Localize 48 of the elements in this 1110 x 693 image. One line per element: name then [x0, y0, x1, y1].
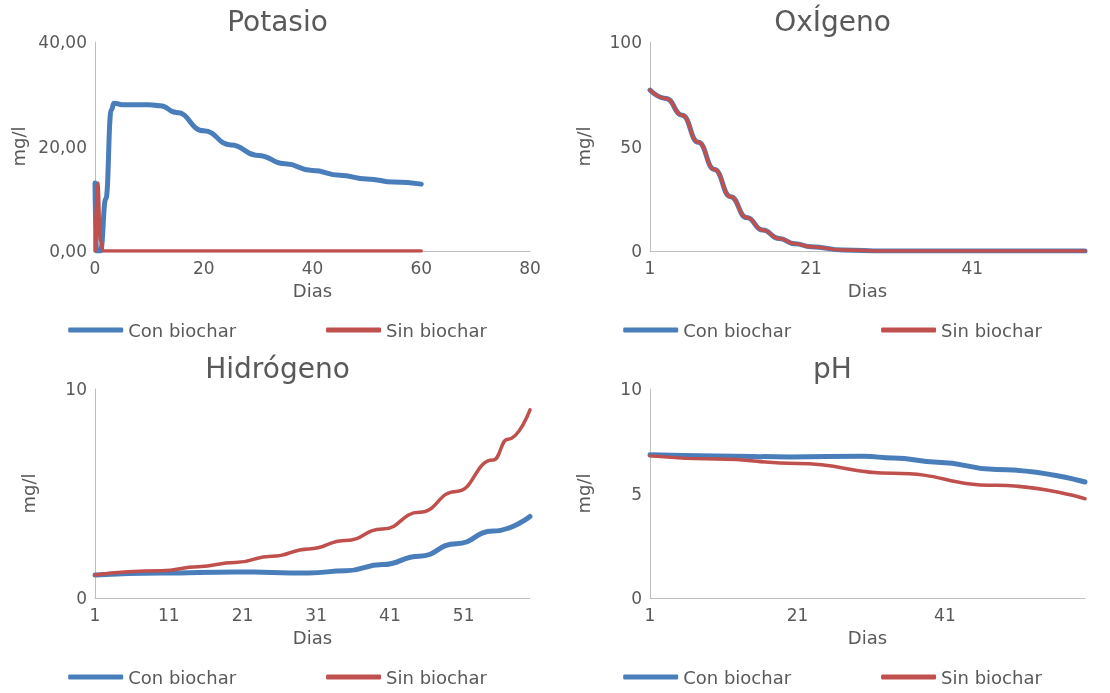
legend-label: Con biochar [128, 666, 237, 688]
x-tick-label: 60 [410, 257, 433, 278]
x-tick-label: 31 [305, 604, 328, 625]
x-tick-label: 21 [786, 604, 809, 625]
y-tick-label: 0,00 [49, 241, 87, 261]
y-tick-label: 10 [620, 379, 642, 399]
x-tick-label: 41 [961, 257, 984, 278]
legend-label: Sin biochar [386, 319, 488, 341]
x-tick-label: 41 [934, 604, 956, 625]
legend-label: Sin biochar [386, 666, 488, 688]
y-tick-label: 0 [631, 241, 642, 261]
x-tick-label: 11 [157, 604, 180, 625]
y-tick-label: 10 [65, 379, 87, 399]
x-tick-label: 21 [800, 257, 822, 278]
y-tick-label: 100 [609, 32, 642, 52]
x-axis-title: Dias [292, 279, 333, 301]
chart-title: OxÍgeno [774, 3, 891, 38]
x-axis-title: Dias [292, 626, 333, 648]
y-tick-label: 5 [631, 483, 642, 504]
legend-label: Con biochar [683, 666, 792, 688]
x-axis-title: Dias [847, 279, 888, 301]
x-tick-label: 80 [519, 257, 541, 278]
y-tick-label: 0 [76, 588, 87, 608]
x-tick-label: 1 [644, 257, 656, 278]
legend-label: Sin biochar [941, 666, 1043, 688]
x-tick-label: 41 [379, 604, 401, 625]
x-tick-label: 0 [89, 257, 101, 278]
x-tick-label: 1 [644, 604, 656, 625]
chart-title: Hidrógeno [205, 351, 350, 385]
x-tick-label: 1 [89, 604, 101, 625]
legend-label: Sin biochar [941, 319, 1043, 341]
x-tick-label: 40 [301, 257, 324, 278]
x-tick-label: 51 [452, 604, 475, 625]
y-axis-title: mg/l [572, 126, 594, 167]
y-axis-title: mg/l [7, 126, 29, 167]
y-axis-title: mg/l [17, 473, 39, 514]
x-tick-label: 20 [192, 257, 215, 278]
y-tick-label: 0 [631, 588, 642, 608]
y-tick-label: 50 [620, 136, 642, 157]
legend-label: Con biochar [683, 319, 792, 341]
chart-title: pH [813, 351, 852, 385]
x-tick-label: 21 [231, 604, 254, 625]
legend-label: Con biochar [128, 319, 237, 341]
y-axis-title: mg/l [572, 473, 594, 514]
y-tick-label: 20,00 [38, 136, 87, 157]
chart-title: Potasio [227, 4, 328, 38]
x-axis-title: Dias [847, 626, 888, 648]
y-tick-label: 40,00 [38, 32, 87, 52]
